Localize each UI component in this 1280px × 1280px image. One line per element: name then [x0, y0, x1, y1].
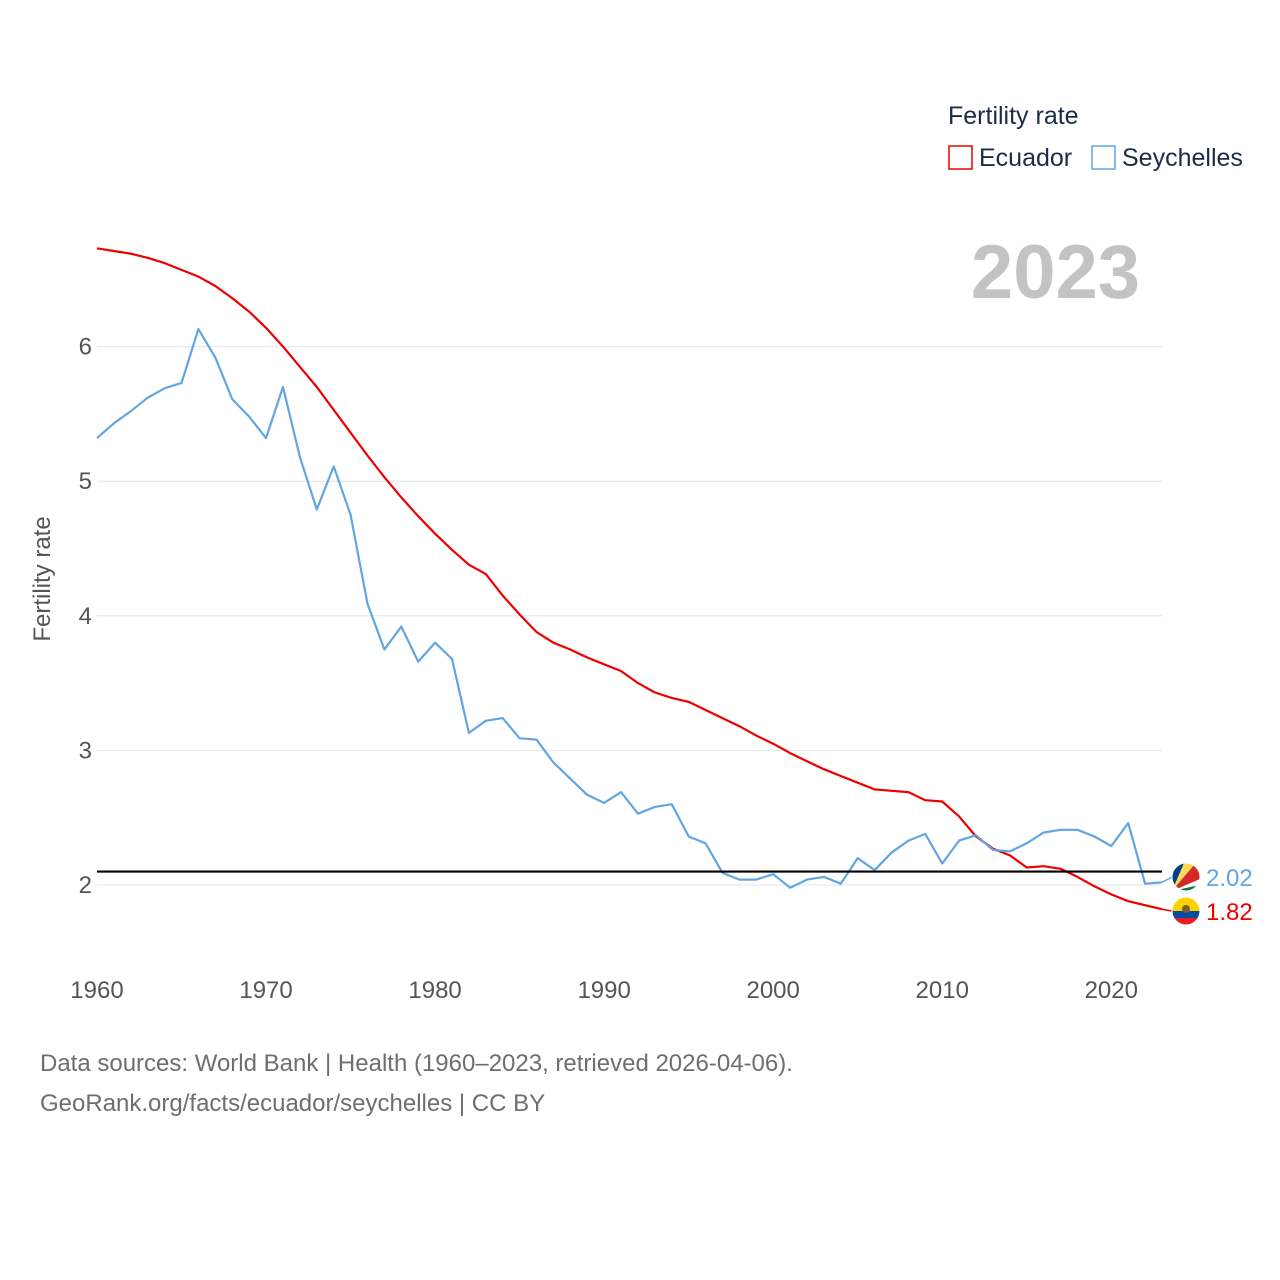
x-tick-label: 2000	[746, 977, 799, 1004]
line-chart: Fertility rate Ecuador Seychelles 2023 F…	[29, 102, 1253, 1004]
end-value-seychelles: 2.02	[1206, 865, 1253, 892]
seychelles-flag-icon	[1171, 862, 1201, 892]
series-lines	[96, 247, 1163, 911]
end-connector	[1161, 876, 1173, 883]
source-link[interactable]: GeoRank.org/facts/ecuador/seychelles | C…	[40, 1090, 546, 1117]
x-axis-ticks: 1960 1970 1980 1990 2000 2010 2020	[70, 977, 1138, 1004]
series-line-ecuador	[96, 247, 1163, 911]
y-tick-label: 2	[79, 872, 92, 899]
x-tick-label: 1980	[408, 977, 461, 1004]
y-tick-label: 5	[79, 468, 92, 495]
ecuador-flag-icon	[1171, 896, 1201, 926]
legend-label-ecuador: Ecuador	[979, 144, 1072, 172]
y-axis-ticks: 2 3 4 5 6	[79, 334, 92, 899]
y-tick-label: 6	[79, 334, 92, 361]
x-tick-label: 2020	[1085, 977, 1138, 1004]
legend-swatch-ecuador	[948, 145, 973, 170]
series-line-seychelles	[96, 328, 1163, 889]
legend-swatch-seychelles	[1091, 145, 1116, 170]
data-source-note: Data sources: World Bank | Health (1960–…	[40, 1050, 793, 1077]
end-connector	[1161, 908, 1173, 912]
y-axis-title: Fertility rate	[29, 516, 56, 641]
x-tick-label: 1990	[577, 977, 630, 1004]
gridlines	[97, 346, 1162, 886]
x-tick-label: 1960	[70, 977, 123, 1004]
legend: Fertility rate Ecuador Seychelles	[948, 102, 1243, 172]
end-labels: 1.82 2.02	[1161, 862, 1253, 926]
footer: Data sources: World Bank | Health (1960–…	[40, 1044, 793, 1124]
x-tick-label: 1970	[239, 977, 292, 1004]
y-tick-label: 4	[79, 603, 92, 630]
legend-label-seychelles: Seychelles	[1122, 144, 1243, 172]
current-year-label: 2023	[971, 230, 1140, 315]
end-value-ecuador: 1.82	[1206, 899, 1253, 926]
legend-title: Fertility rate	[948, 102, 1079, 130]
y-tick-label: 3	[79, 737, 92, 764]
x-tick-label: 2010	[916, 977, 969, 1004]
